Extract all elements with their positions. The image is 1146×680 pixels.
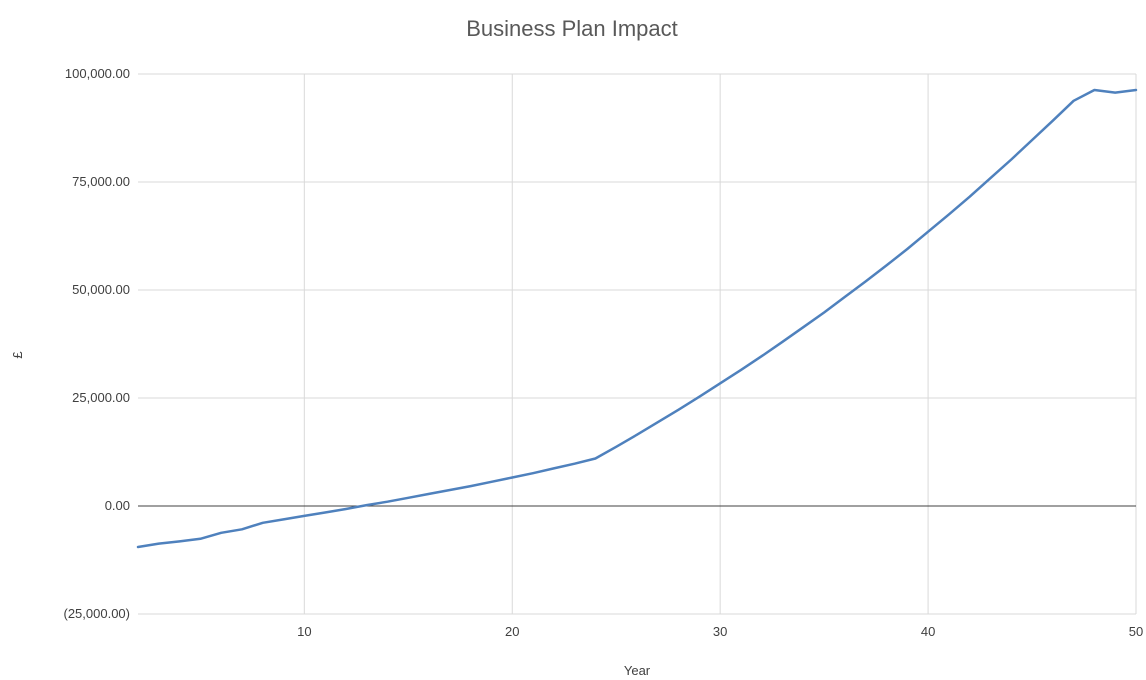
y-tick-label: (25,000.00) [64, 606, 131, 621]
axes: (25,000.00) 0.00 25,000.00 50,000.00 75,000.… [64, 66, 1144, 639]
grid [138, 73, 1137, 615]
y-tick-label: 0.00 [105, 498, 130, 513]
y-axis-title: £ [10, 351, 25, 359]
y-tick-label: 25,000.00 [72, 390, 130, 405]
x-tick-label: 40 [921, 624, 935, 639]
series-layer [136, 88, 1138, 549]
chart-title: Business Plan Impact [466, 16, 678, 41]
x-tick-label: 10 [297, 624, 311, 639]
y-tick-label: 50,000.00 [72, 282, 130, 297]
x-axis-title: Year [624, 663, 651, 678]
x-tick-label: 20 [505, 624, 519, 639]
x-tick-label: 50 [1129, 624, 1143, 639]
series-line [136, 88, 1138, 549]
y-tick-label: 100,000.00 [65, 66, 130, 81]
x-tick-label: 30 [713, 624, 727, 639]
y-tick-label: 75,000.00 [72, 174, 130, 189]
